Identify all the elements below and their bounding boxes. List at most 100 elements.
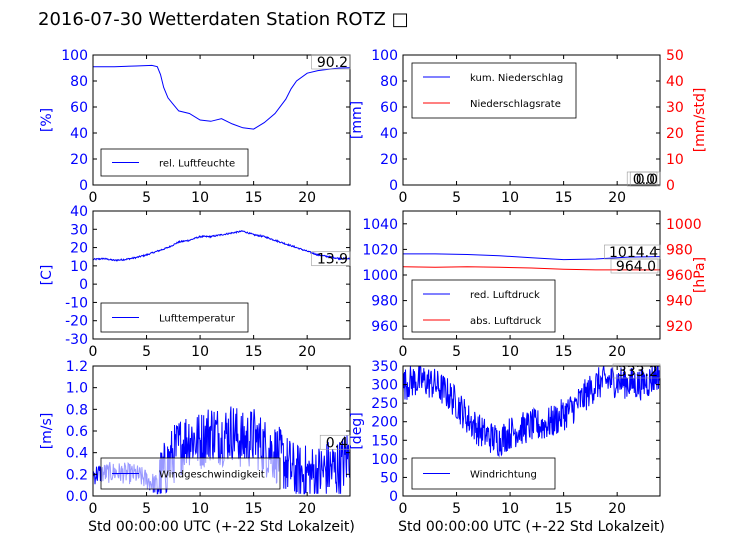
legend-frame [411, 279, 556, 333]
x-tick-label: 0 [89, 344, 98, 360]
x-tick-label: 15 [245, 344, 263, 360]
y-tick-label: 0.2 [66, 467, 88, 483]
y2-tick-label: 30 [666, 100, 684, 116]
y-tick-label: 0.4 [66, 446, 88, 462]
y2-tick-label: 20 [666, 126, 684, 142]
y-tick-label: 10 [70, 259, 88, 275]
last-value-label-2-box [610, 258, 659, 274]
y-tick-label: 20 [380, 152, 398, 168]
y-tick-label: 50 [380, 470, 398, 486]
legend-entry: Lufttemperatur [159, 314, 236, 325]
y-tick-label: 980 [371, 294, 398, 310]
chart-humidity: 0 5 10 15 20 0 20 40 60 80 100 [%] 90.2 rel. Luftfeuc… [39, 48, 351, 206]
x-tick-label: 10 [191, 501, 209, 517]
y-tick-label: 100 [371, 452, 398, 468]
x-tick-label: 20 [298, 344, 316, 360]
legend: rel. Luftfeuchte [100, 148, 249, 177]
y-tick-label: 100 [61, 48, 88, 64]
y-axis-label: [m/s] [39, 413, 55, 450]
x-tick-label: 10 [191, 344, 209, 360]
y-tick-label: 60 [380, 100, 398, 116]
legend: Lufttemperatur [100, 302, 249, 333]
last-value-label: 0.4 [326, 435, 348, 451]
x-axis-label: Std 00:00:00 UTC (+-22 Std Lokalzeit) [398, 519, 665, 535]
x-tick-label: 20 [608, 501, 626, 517]
legend: red. Luftdruck abs. Luftdruck [411, 279, 556, 333]
y-tick-label: 250 [371, 396, 398, 412]
x-tick-label: 20 [608, 190, 626, 206]
y-tick-label: 0.6 [66, 424, 88, 440]
y-tick-label: 1040 [362, 217, 398, 233]
x-tick-label: 0 [399, 501, 408, 517]
legend: kum. Niederschlag Niederschlagsrate [411, 62, 577, 119]
legend-entry: Windgeschwindigkeit [159, 470, 265, 481]
y2-axis-label: [hPa] [692, 257, 708, 293]
y-tick-label: -30 [65, 332, 88, 348]
y-tick-label: 350 [371, 359, 398, 375]
y2-tick-label: 0 [666, 178, 675, 194]
last-value-label: 13.9 [317, 252, 348, 268]
x-tick-label: 15 [555, 190, 573, 206]
y2-tick-label: 920 [666, 319, 693, 335]
series-line-winddir-0 [403, 366, 660, 458]
y-axis-label: [deg] [349, 412, 365, 449]
legend-entry: kum. Niederschlag [470, 73, 563, 84]
chart-temperature: 0 5 10 15 20 -30 -20 -10 0 10 20 30 40 [C] 13.9 Lufttem… [39, 204, 351, 360]
y-tick-label: 80 [70, 74, 88, 90]
y-axis-label: [C] [39, 265, 55, 286]
y-tick-label: 150 [371, 433, 398, 449]
x-tick-label: 10 [501, 501, 519, 517]
y-tick-label: 960 [371, 319, 398, 335]
y-tick-label: 1000 [362, 268, 398, 284]
y-tick-label: 60 [70, 100, 88, 116]
y2-axis-label: [mm/std] [692, 88, 708, 153]
x-tick-label: 0 [399, 344, 408, 360]
legend-frame [411, 62, 577, 119]
last-value-label-2-box [629, 171, 661, 187]
missing-glyph-icon: □ [391, 9, 409, 30]
y2-tick-label: 10 [666, 152, 684, 168]
chart-pressure: 0 5 10 15 20 960 980 1000 1020 1040 920 940 960 980 10… [362, 210, 708, 360]
x-tick-label: 15 [245, 190, 263, 206]
y2-tick-label: 50 [666, 48, 684, 64]
y-tick-label: 0.0 [66, 489, 88, 505]
y-tick-label: 300 [371, 378, 398, 394]
plot-frame [92, 54, 351, 186]
x-tick-label: 5 [452, 344, 461, 360]
last-value-label-box [319, 434, 351, 450]
y-tick-label: 0 [79, 277, 88, 293]
x-tick-label: 10 [191, 190, 209, 206]
legend-entry: Windrichtung [470, 470, 537, 481]
y2-tick-label: 960 [666, 268, 693, 284]
legend-entry: rel. Luftfeuchte [159, 159, 235, 170]
y2-tick-label: 940 [666, 294, 693, 310]
y-tick-label: 1.2 [66, 359, 88, 375]
last-value-label-box [311, 54, 351, 70]
y-tick-label: 1020 [362, 242, 398, 258]
x-tick-label: 0 [89, 501, 98, 517]
y2-tick-label: 40 [666, 74, 684, 90]
y-tick-label: 40 [70, 204, 88, 220]
y-tick-label: 0 [79, 178, 88, 194]
y-tick-label: 1.0 [66, 381, 88, 397]
y-tick-label: 0 [389, 178, 398, 194]
y-tick-label: 30 [70, 222, 88, 238]
y-tick-label: -20 [65, 314, 88, 330]
x-tick-label: 5 [452, 190, 461, 206]
x-axis-label: Std 00:00:00 UTC (+-22 Std Lokalzeit) [88, 519, 355, 535]
x-tick-label: 5 [142, 344, 151, 360]
x-tick-label: 20 [608, 344, 626, 360]
page-title: 2016-07-30 Wetterdaten Station ROTZ □ [38, 9, 409, 30]
x-tick-label: 15 [555, 344, 573, 360]
y-tick-label: 0.8 [66, 402, 88, 418]
y-axis-label: [%] [39, 108, 55, 132]
y-tick-label: 80 [380, 74, 398, 90]
last-value-label: 333.2 [618, 364, 658, 380]
x-tick-label: 5 [142, 190, 151, 206]
y-tick-label: 100 [371, 48, 398, 64]
y-tick-label: 20 [70, 241, 88, 257]
x-tick-label: 0 [399, 190, 408, 206]
y2-tick-label: 1000 [666, 217, 702, 233]
